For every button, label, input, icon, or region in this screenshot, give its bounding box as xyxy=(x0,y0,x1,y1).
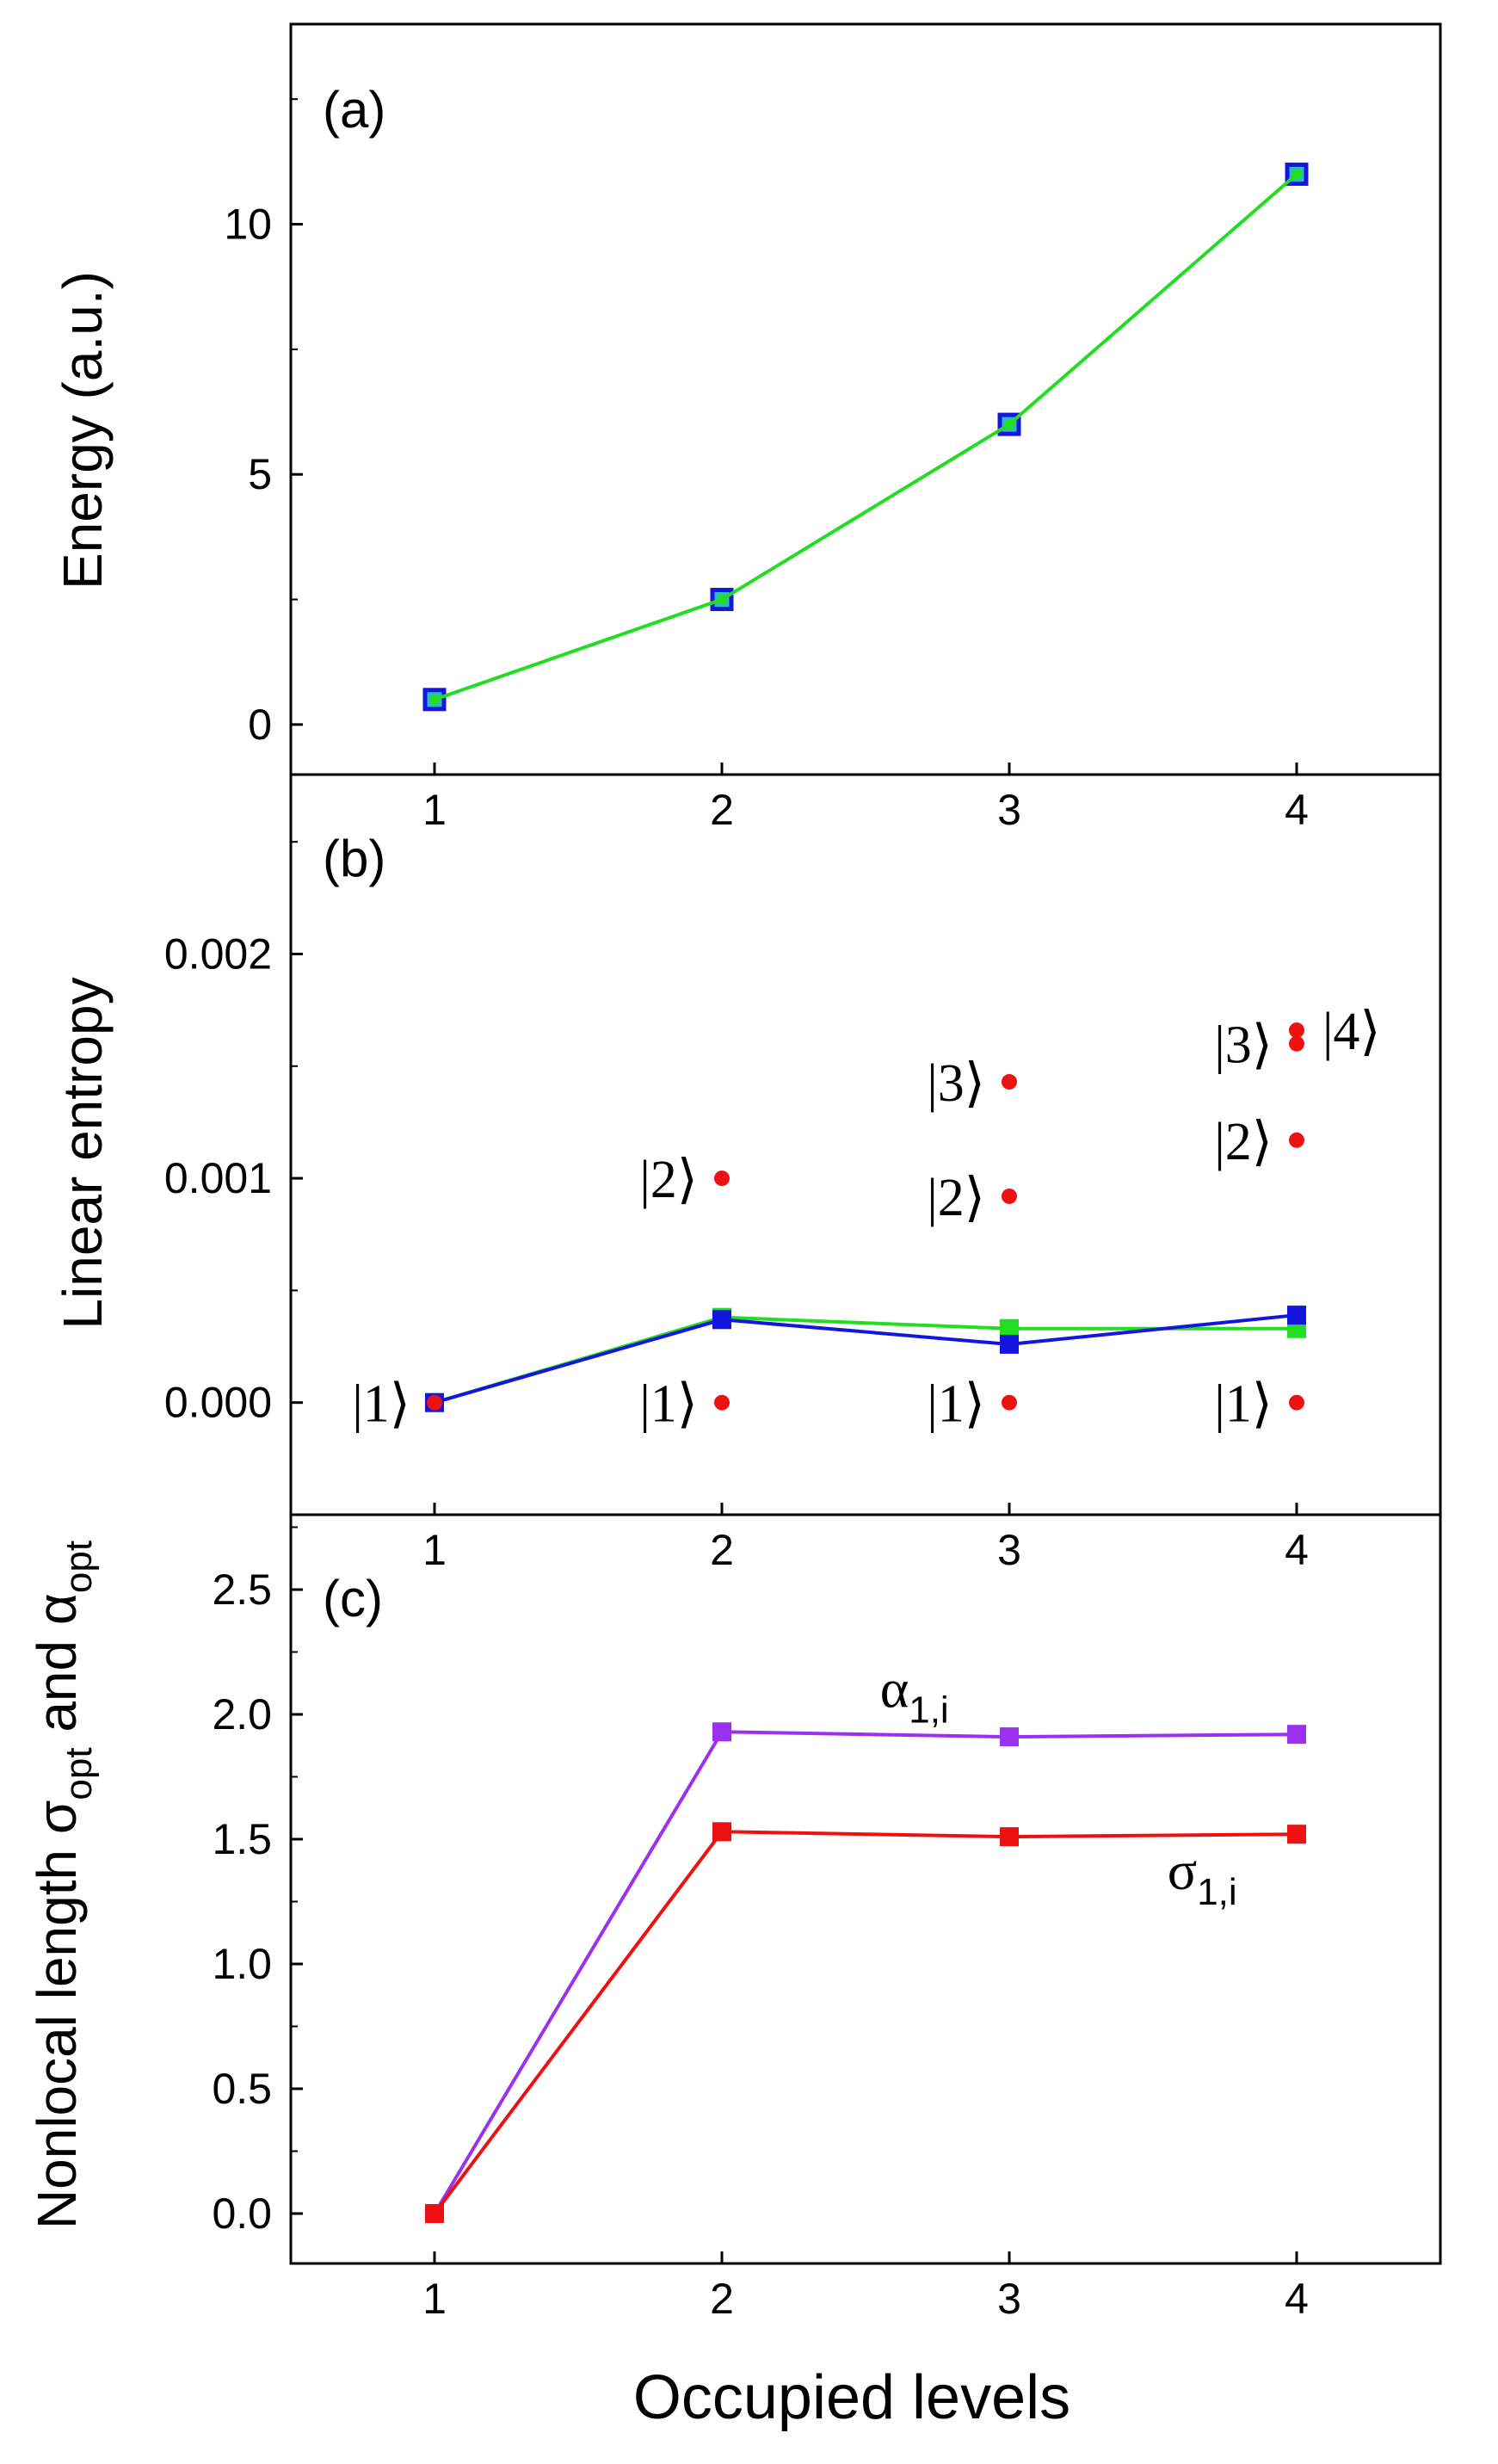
y-tick-label: 2.0 xyxy=(212,1690,272,1738)
marker-sigma xyxy=(1287,1825,1306,1844)
state-label: |2⟩ xyxy=(639,1151,698,1209)
marker-blue xyxy=(1000,1334,1019,1354)
x-tick-label: 1 xyxy=(422,786,447,834)
marker-alpha xyxy=(712,1722,731,1742)
state-label: |3⟩ xyxy=(927,1054,985,1113)
state-point xyxy=(1002,1394,1017,1411)
panel-a-ticks: 1 2 3 4 0 5 10 xyxy=(224,98,1309,834)
panel-c-plot: α1,iσ1,i xyxy=(425,1658,1306,2223)
state-point xyxy=(1002,1074,1017,1090)
series-label-sigma: σ1,i xyxy=(1168,1840,1237,1913)
marker-green-line xyxy=(1291,169,1302,180)
x-tick-label: 1 xyxy=(422,1526,447,1574)
marker-sigma xyxy=(425,2204,444,2223)
x-tick-label: 3 xyxy=(997,2275,1021,2323)
x-tick-label: 4 xyxy=(1285,2275,1309,2323)
y-tick-label: 1.5 xyxy=(212,1815,272,1863)
marker-green-line xyxy=(1004,419,1014,430)
panel-c-label: (c) xyxy=(323,1570,383,1627)
x-tick-label: 3 xyxy=(997,1526,1021,1574)
panel-a-frame xyxy=(289,22,1442,776)
state-label: |3⟩ xyxy=(1214,1016,1273,1075)
y-tick-label: 0.002 xyxy=(164,929,272,978)
y-tick-label: 0.5 xyxy=(212,2065,272,2113)
panel-c-ylabel: Nonlocal length σopt and αopt xyxy=(26,1541,100,2229)
series-label-subscript: 1,i xyxy=(1197,1871,1236,1913)
state-point xyxy=(1289,1022,1304,1039)
y-tick-label: 0.0 xyxy=(212,2189,272,2238)
state-point xyxy=(714,1394,730,1411)
panel-c-ylabel-mid: and α xyxy=(26,1593,88,1747)
marker-green-line xyxy=(429,694,440,705)
y-tick-label: 5 xyxy=(248,450,272,498)
series-line-alpha xyxy=(433,1730,1298,2215)
x-tick-label: 1 xyxy=(422,2275,447,2323)
state-label: |1⟩ xyxy=(639,1375,698,1434)
marker-green xyxy=(1000,1318,1019,1338)
panel-a-label: (a) xyxy=(323,81,385,139)
y-tick-label: 1.0 xyxy=(212,1940,272,1988)
marker-blue xyxy=(1287,1306,1306,1325)
state-point xyxy=(1289,1132,1304,1148)
state-point xyxy=(714,1170,730,1187)
series-line-green-line xyxy=(434,172,1298,701)
panel-b-ylabel: Linear entropy xyxy=(52,977,114,1329)
y-tick-label: 2.5 xyxy=(212,1565,272,1614)
x-tick-label: 3 xyxy=(997,786,1021,834)
x-tick-label: 2 xyxy=(710,2275,734,2323)
state-point xyxy=(1002,1188,1017,1204)
y-tick-label: 10 xyxy=(224,201,272,249)
state-label: |1⟩ xyxy=(352,1375,410,1434)
series-label-alpha: α1,i xyxy=(880,1658,949,1731)
y-tick-label: 0 xyxy=(248,701,272,749)
state-point xyxy=(427,1394,442,1411)
series-label-symbol: α xyxy=(880,1658,909,1719)
series-line-sigma xyxy=(433,1830,1298,2215)
panel-c-ticks: 1 2 3 4 0.0 0.5 1.0 1.5 2.0 2.5 xyxy=(212,1526,1309,2323)
series-line-blue xyxy=(434,1313,1298,1405)
state-point xyxy=(1289,1035,1304,1052)
state-point xyxy=(1289,1394,1304,1411)
panel-c-ylabel-main: Nonlocal length σ xyxy=(26,1800,88,2229)
panel-c-frame xyxy=(289,1513,1442,2265)
marker-blue xyxy=(712,1310,731,1330)
series-line-green xyxy=(434,1315,1297,1405)
x-tick-label: 4 xyxy=(1285,786,1309,834)
state-label: |1⟩ xyxy=(927,1375,985,1434)
series-label-subscript: 1,i xyxy=(909,1689,948,1731)
series-label-symbol: σ xyxy=(1168,1840,1198,1901)
panel-c-ylabel-sub2: opt xyxy=(58,1541,100,1593)
marker-alpha xyxy=(1000,1727,1019,1747)
x-axis-label: Occupied levels xyxy=(633,2363,1070,2432)
panel-b-ticks: 1 2 3 4 0.000 0.001 0.002 xyxy=(164,841,1309,1574)
y-tick-label: 0.001 xyxy=(164,1154,272,1202)
panel-a: 1 2 3 4 0 5 10 (a) Energy (a.u.) xyxy=(52,22,1442,834)
panel-c: 1 2 3 40.00.51.01.52.02.5 α1,iσ1,i (c) Nonl… xyxy=(26,1513,1442,2323)
panel-a-ylabel: Energy (a.u.) xyxy=(52,271,114,590)
y-tick-label: 0.000 xyxy=(164,1379,272,1427)
x-tick-label: 2 xyxy=(710,786,734,834)
state-label: |2⟩ xyxy=(1214,1113,1273,1171)
panel-b-plot: |1⟩ |1⟩ |2⟩ |1⟩ |2⟩ |3⟩ |1⟩ |2⟩ |3⟩ |4⟩ xyxy=(352,1003,1380,1434)
marker-sigma xyxy=(712,1822,731,1842)
state-label: |4⟩ xyxy=(1322,1003,1381,1061)
marker-alpha xyxy=(1287,1725,1306,1745)
marker-green-line xyxy=(717,594,727,605)
x-tick-label: 4 xyxy=(1285,1526,1309,1574)
marker-sigma xyxy=(1000,1827,1019,1847)
panel-a-plot xyxy=(422,162,1309,712)
x-tick-label: 2 xyxy=(710,1526,734,1574)
state-label: |1⟩ xyxy=(1214,1375,1273,1434)
state-label: |2⟩ xyxy=(927,1169,985,1227)
panel-c-ylabel-sub: opt xyxy=(58,1747,100,1800)
panel-b-label: (b) xyxy=(323,830,385,887)
